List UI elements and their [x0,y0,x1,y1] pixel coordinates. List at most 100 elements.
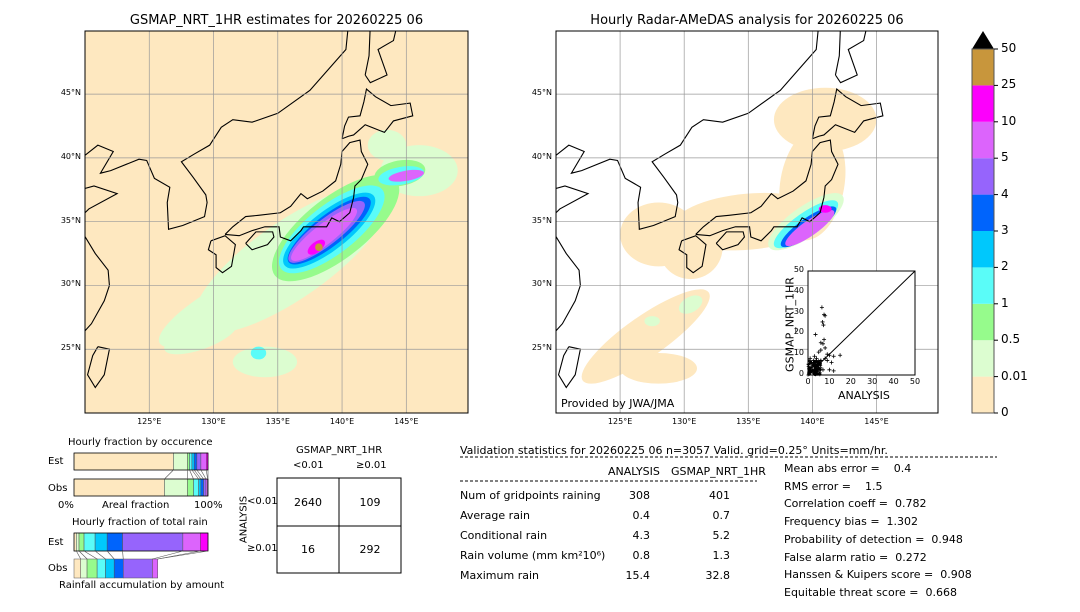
contingency-col-label-0: <0.01 [293,460,324,471]
contingency-cell: 292 [359,543,381,556]
colorbar-extend-arrow [972,31,994,49]
total-rain-obs-bar [96,558,106,579]
total-rain-obs-label: Obs [48,563,68,574]
rain-area [620,202,698,267]
stats-row-analysis: 308 [629,489,650,502]
coastline-shikoku [715,231,746,251]
stats-row-analysis: 15.4 [625,569,651,582]
bar-connector [200,469,207,480]
occurrence-axis-right: 100% [194,500,223,511]
coastline-shikoku [245,231,275,251]
occurrence-obs-label: Obs [48,483,68,494]
occurrence-obs-bar [193,478,199,497]
scatter-y-tick: 50 [793,265,804,274]
colorbar-segment [972,340,994,377]
lon-tick-label: 140°E [800,417,825,426]
rain-area [785,210,835,247]
scatter-point [813,367,817,371]
colorbar-label: 4 [1001,186,1009,201]
total-rain-est-bar [122,532,184,552]
colorbar-label: 1 [1001,295,1009,310]
scatter-point [810,368,815,373]
contingency-cell: 16 [301,543,315,556]
colorbar-segment [972,303,994,341]
scatter-y-tick: 10 [793,348,804,358]
scatter-y-tick: 40 [793,285,804,295]
scatter-point [814,356,819,361]
stats-row-label: Average rain [460,509,530,522]
total-rain-est-bar [78,532,85,552]
contingency-cell: 109 [359,496,381,509]
scatter-point [823,356,828,361]
lon-tick-label: 130°E [201,417,226,426]
scatter-point [818,358,823,363]
lat-tick-label: 40°N [60,151,81,161]
scatter-point [825,352,830,357]
scatter-point [818,340,823,345]
scatter-x-tick: 30 [867,377,878,386]
colorbar-label: 0.5 [1001,332,1021,347]
scatter-point [831,368,836,373]
occurrence-obs-bar [73,478,165,497]
total-rain-obs-bar [113,558,124,579]
stats-row-gsmap: 32.8 [705,569,731,582]
rain-area [315,243,323,252]
rain-area [581,289,710,384]
colorbar-segment [972,267,994,304]
lat-tick-label: 30°N [531,279,552,289]
coastline-kyushu [207,235,236,274]
lon-tick-label: 145°E [394,417,419,426]
scatter-point [818,373,822,377]
stats-score: Hanssen & Kuipers score = 0.908 [784,568,972,582]
scatter-diagonal [807,270,916,376]
stats-col-analysis: ANALYSIS [608,465,660,478]
total-rain-obs-bar [152,558,158,579]
stats-row-label: Maximum rain [460,569,539,582]
colorbar-label: 50 [1001,41,1017,55]
scatter-point [813,332,818,337]
stats-row-analysis: 0.4 [632,509,651,522]
occurrence-axis-label: Areal fraction [102,500,170,511]
lon-tick-label: 125°E [137,417,162,426]
total-rain-title: Hourly fraction of total rain [72,517,208,528]
occurrence-est-bar [193,452,198,471]
left-map-frame [84,30,469,414]
lat-tick-label: 40°N [531,151,552,161]
colorbar-label: 0 [1001,405,1009,419]
colorbar-segment [972,376,994,413]
lon-tick-label: 140°E [329,417,355,426]
stats-row-gsmap: 401 [709,489,730,502]
scatter-point [820,319,825,324]
occurrence-est-bar [73,452,174,471]
colorbar-segment [972,85,994,122]
bar-connector [189,469,194,480]
coastline-hokkaido [811,88,884,140]
stats-header: Validation statistics for 20260225 06 n=… [460,444,888,457]
colorbar-label: 10 [1001,113,1017,128]
occurrence-est-bar [191,452,195,471]
stats-row-label: Rain volume (mm km²10⁶) [460,549,606,562]
lon-tick-label: 130°E [672,417,697,426]
scatter-point [810,364,815,369]
total-rain-est-bar [200,532,209,552]
bar-connector [157,550,209,560]
stats-score: Correlation coeff = 0.782 [784,497,927,511]
data-credit: Provided by JWA/JMA [561,397,675,410]
rain-area [164,318,238,355]
total-rain-est-bar [94,532,108,552]
total-rain-est-bar [182,532,201,552]
left-map-content [85,31,468,413]
colorbar-label: 0.01 [1001,368,1028,383]
occurrence-est-bar-frame [73,452,209,471]
scatter-x-tick: 0 [805,377,811,386]
bar-connector [164,469,174,480]
scatter-point [838,353,843,358]
total-rain-obs-bar [105,558,115,579]
scatter-point [818,362,822,366]
total-rain-obs-bar [73,558,81,579]
coastline-sakhalin [834,31,867,84]
stats-row-analysis: 4.3 [632,529,651,542]
scatter-y-tick: 20 [793,327,804,337]
scatter-xlabel: ANALYSIS [838,389,890,402]
coastline-kyushu [678,235,707,274]
